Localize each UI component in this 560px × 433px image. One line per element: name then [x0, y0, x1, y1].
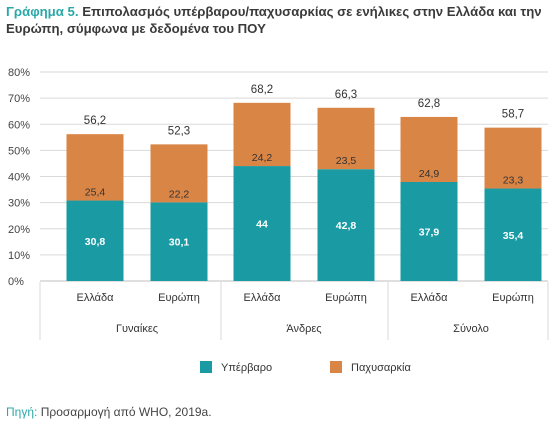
x-axis-categories: Ελλάδα Ευρώπη Ελλάδα Ευρώπη Ελλάδα Ευρώπη	[76, 292, 533, 304]
y-tick-label: 10%	[8, 250, 30, 262]
data-label-total: 66,3	[335, 89, 357, 101]
data-label-obesity: 22,2	[169, 188, 190, 200]
x-category-label: Ευρώπη	[325, 292, 367, 304]
source-text: Προσαρμογή από WHO, 2019a.	[40, 405, 212, 419]
legend-label: Υπέρβαρο	[221, 362, 272, 374]
x-category-label: Ευρώπη	[492, 292, 534, 304]
data-label-total: 58,7	[502, 109, 524, 121]
data-label-total: 68,2	[251, 84, 273, 96]
data-label-overweight: 37,9	[419, 226, 440, 238]
source-note: Πηγή: Προσαρμογή από WHO, 2019a.	[6, 405, 212, 419]
bar-layer: 30,8 25,4 56,2 30,1 22,2 52,3 44 24,2 68,2 42,8 23…	[66, 84, 542, 281]
bar-segment-obesity	[400, 116, 458, 182]
bar-segment-overweight	[66, 200, 124, 281]
x-group-label: Άνδρες	[286, 323, 321, 335]
y-tick-label: 20%	[8, 224, 30, 236]
data-label-overweight: 35,4	[503, 230, 524, 242]
grid-layer	[40, 71, 548, 282]
y-tick-label: 60%	[8, 119, 30, 131]
legend-label: Παχυσαρκία	[351, 362, 411, 374]
chart-title-text: Επιπολασμός υπέρβαρου/παχυσαρκίας σε ενή…	[6, 4, 542, 36]
bar-segment-overweight	[233, 166, 291, 281]
bar-segment-obesity	[317, 107, 375, 170]
y-tick-label: 30%	[8, 198, 30, 210]
y-tick-label: 40%	[8, 172, 30, 184]
y-axis-ticks: 0% 10% 20% 30% 40% 50% 60% 70% 80%	[8, 67, 30, 288]
x-category-label: Ελλάδα	[243, 292, 281, 304]
data-label-overweight: 30,8	[85, 236, 106, 248]
bar-segment-obesity	[66, 134, 124, 201]
data-label-total: 62,8	[418, 98, 440, 110]
data-label-overweight: 42,8	[336, 220, 357, 232]
data-label-obesity: 23,5	[336, 155, 357, 167]
legend: Υπέρβαρο Παχυσαρκία	[200, 361, 411, 374]
x-axis-groups: Γυναίκες Άνδρες Σύνολο	[39, 282, 549, 340]
bar-segment-obesity	[233, 102, 291, 167]
y-tick-label: 70%	[8, 93, 30, 105]
bar-segment-overweight	[150, 202, 208, 281]
y-tick-label: 0%	[8, 276, 24, 288]
data-label-obesity: 23,3	[503, 175, 524, 187]
x-category-label: Ελλάδα	[76, 292, 114, 304]
legend-swatch	[330, 361, 342, 373]
bar-segment-overweight	[317, 169, 375, 281]
data-label-obesity: 25,4	[85, 187, 106, 199]
data-label-overweight: 30,1	[169, 237, 190, 249]
bar-segment-obesity	[150, 144, 208, 203]
chart-title-lead: Γράφημα 5.	[6, 4, 79, 19]
bar-segment-overweight	[484, 188, 542, 281]
x-group-label: Γυναίκες	[116, 323, 158, 335]
bar-segment-obesity	[484, 127, 542, 189]
chart-title: Γράφημα 5. Επιπολασμός υπέρβαρου/παχυσαρ…	[6, 3, 556, 37]
bar-segment-overweight	[400, 181, 458, 281]
y-tick-label: 80%	[8, 67, 30, 79]
data-label-total: 52,3	[168, 125, 190, 137]
data-label-obesity: 24,9	[419, 168, 440, 180]
data-label-overweight: 44	[256, 219, 268, 231]
data-label-total: 56,2	[84, 115, 106, 127]
chart-area: 0%10%20%30%40%50%60%70%80% 30,825,456,23…	[8, 67, 549, 374]
source-label: Πηγή:	[6, 405, 38, 419]
x-group-label: Σύνολο	[453, 323, 489, 335]
x-category-label: Ευρώπη	[158, 292, 200, 304]
legend-swatch	[200, 361, 212, 373]
data-label-obesity: 24,2	[252, 152, 273, 164]
x-category-label: Ελλάδα	[410, 292, 448, 304]
y-tick-label: 50%	[8, 145, 30, 157]
